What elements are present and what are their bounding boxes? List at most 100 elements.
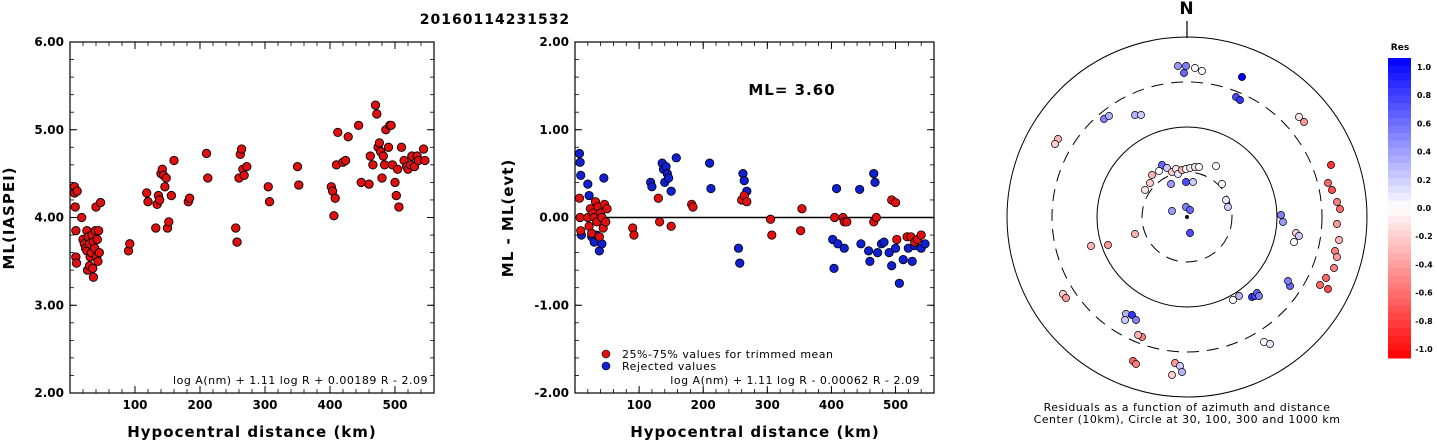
rejected-point (739, 176, 749, 186)
ml-point (93, 256, 103, 267)
azimuth-map: N Residuals as a function of azimuth and… (1006, 0, 1368, 426)
ml-point (92, 234, 102, 245)
station-residual-point (1104, 241, 1112, 249)
map-caption-2: Center (10km), Circle at 30, 100, 300 an… (1034, 413, 1341, 426)
trimmed-point (629, 230, 639, 240)
rejected-point (887, 261, 897, 271)
legend-trimmed-marker (601, 349, 611, 359)
y-tick-label: 5.00 (34, 123, 64, 137)
ml-point (88, 263, 98, 274)
station-residual-point (1198, 67, 1206, 75)
station-residual-point (1146, 179, 1154, 187)
legend-rejected-label: Rejected values (622, 360, 717, 373)
colorbar-cell (1388, 103, 1411, 111)
colorbar-cell (1388, 215, 1411, 224)
rejected-point (829, 263, 839, 273)
station-residual-point (1180, 69, 1188, 77)
plot1-frame (69, 41, 435, 394)
colorbar-title: Res (1391, 43, 1409, 53)
station-residual-point (1134, 331, 1142, 339)
rejected-point (894, 278, 904, 288)
ml-point (71, 258, 82, 268)
ml-point (201, 148, 212, 159)
colorbar-label: 0.6 (1417, 119, 1432, 128)
rejected-point (856, 239, 866, 249)
ml-point (143, 197, 153, 207)
rejected-point (584, 190, 594, 201)
station-residual-point (1121, 316, 1129, 324)
x-tick-label: 100 (627, 398, 652, 412)
colorbar-cell (1388, 283, 1411, 291)
rejected-point (870, 177, 880, 187)
rejected-point (735, 258, 745, 268)
ml-point (232, 237, 242, 247)
station-residual-point (1327, 161, 1335, 169)
trimmed-point (830, 212, 840, 223)
trimmed-point (587, 228, 597, 238)
ml-point (93, 226, 104, 236)
trimmed-point (653, 193, 663, 203)
ring-1000km (1006, 36, 1368, 398)
colorbar-cell (1388, 253, 1411, 261)
y-tick-label: -2.00 (534, 386, 569, 400)
station-residual-point (1191, 64, 1199, 72)
rejected-point (907, 256, 917, 266)
rejected-point (671, 153, 681, 163)
station-residual-point (1290, 238, 1298, 246)
rejected-point (884, 248, 894, 258)
ml-point (333, 127, 343, 138)
trimmed-point (890, 197, 901, 208)
colorbar-label: 0.4 (1417, 148, 1432, 157)
colorbar-labels: 1.0 0.8 0.6 0.4 0.2 0.0 -0.2 -0.4 -0.6 -0.8 -1.0 (1415, 63, 1433, 354)
plot1: 6.00 5.00 4.00 3.00 2.00 100 200 300 400 500 log… (0, 35, 435, 441)
legend-rejected-marker (601, 361, 611, 371)
ml-point (370, 100, 381, 110)
station-residual-point (1300, 118, 1308, 126)
station-residual-point (1324, 285, 1332, 293)
colorbar-cell (1388, 178, 1411, 186)
rejected-point (865, 256, 875, 266)
colorbar-cell (1388, 118, 1411, 126)
ml-point (420, 155, 430, 166)
ml-point (166, 190, 177, 201)
colorbar-cell (1388, 335, 1411, 344)
trimmed-point (575, 212, 585, 223)
trimmed-point (767, 230, 777, 240)
rejected-point (869, 169, 879, 179)
ml-point (294, 180, 304, 190)
rejected-point (855, 184, 865, 195)
colorbar-cell (1388, 208, 1411, 216)
y-tick-label: 2.00 (34, 386, 64, 400)
station-residual-point (1266, 340, 1274, 348)
station-residual-point (1105, 112, 1113, 120)
ring-300km (1051, 81, 1323, 353)
x-tick-label: 400 (819, 398, 844, 412)
colorbar-label: 0.8 (1417, 91, 1432, 100)
trimmed-point (742, 197, 752, 207)
trimmed-point (916, 230, 926, 240)
station-residual-point (1141, 186, 1149, 194)
plot1-points (69, 100, 430, 282)
ml-point (340, 155, 351, 166)
colorbar-cell (1388, 163, 1411, 171)
station-residual-point (1236, 96, 1244, 104)
plot2: 2.00 1.00 0.00 -1.00 -2.00 100 200 300 400 500 M… (499, 35, 935, 441)
plot2-ml-label: ML= 3.60 (748, 81, 835, 99)
rejected-point (583, 179, 593, 189)
station-residual-point (1131, 230, 1139, 238)
y-tick-label: 3.00 (34, 298, 64, 312)
ring-100km (1096, 126, 1278, 308)
plot2-y-ticks: 2.00 1.00 0.00 -1.00 -2.00 (534, 35, 934, 400)
ml-point (151, 223, 161, 233)
trimmed-point (574, 193, 585, 203)
legend-trimmed-label: 25%-75% values for trimmed mean (622, 348, 834, 361)
station-residual-point (1328, 186, 1336, 194)
trimmed-point (842, 217, 852, 227)
trimmed-point (576, 226, 586, 236)
trimmed-point (892, 234, 902, 245)
ml-point (368, 160, 378, 170)
ml-point (94, 247, 104, 258)
station-residual-point (1316, 281, 1324, 289)
rejected-point (833, 239, 843, 249)
colorbar-cell (1388, 328, 1411, 336)
